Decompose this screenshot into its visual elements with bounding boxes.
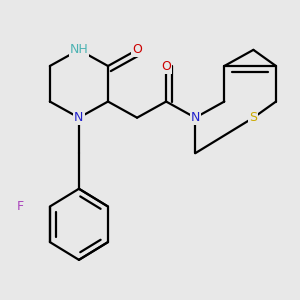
Text: F: F xyxy=(17,200,24,213)
Text: NH: NH xyxy=(70,43,88,56)
Text: S: S xyxy=(249,111,257,124)
Text: N: N xyxy=(74,111,84,124)
Text: O: O xyxy=(132,43,142,56)
Text: N: N xyxy=(190,111,200,124)
Text: O: O xyxy=(161,59,171,73)
